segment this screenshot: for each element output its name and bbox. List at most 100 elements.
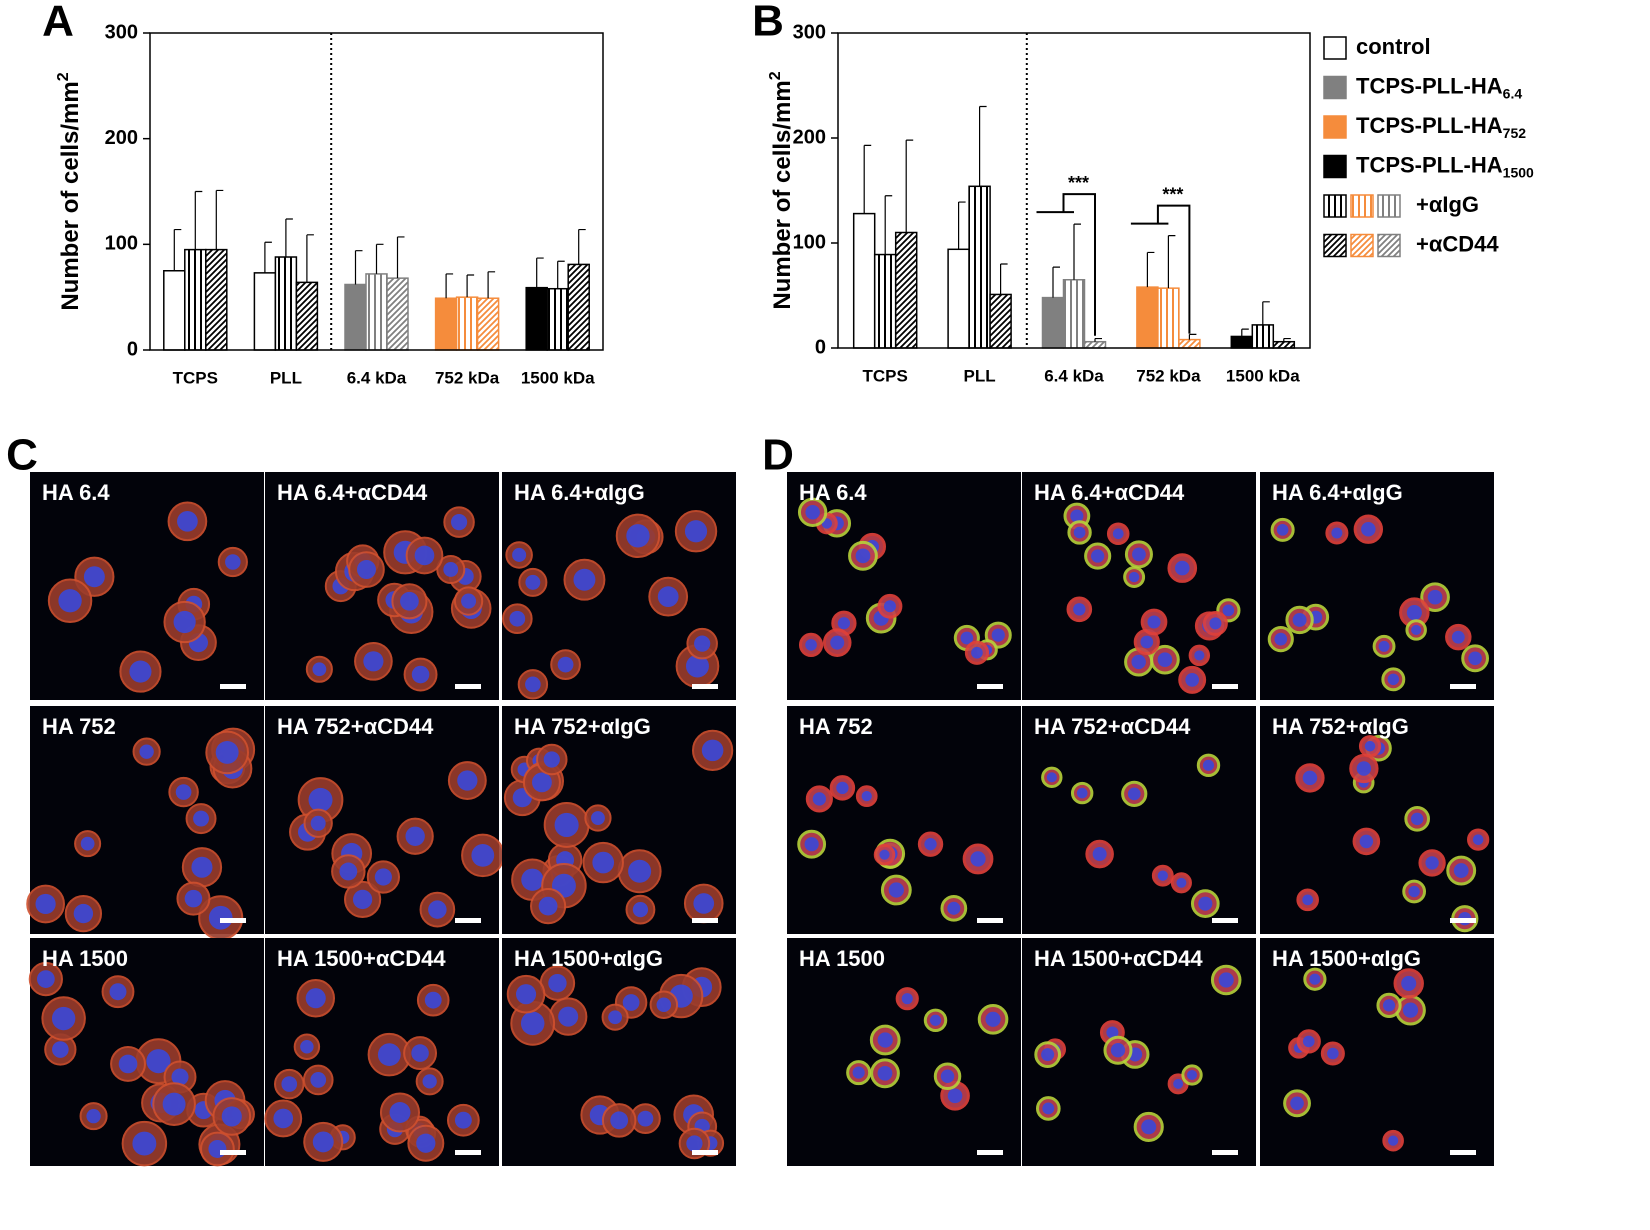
bar (1272, 340, 1296, 349)
nucleus (86, 1108, 101, 1124)
nucleus (208, 1139, 227, 1158)
micrograph-label: HA 6.4 (799, 480, 867, 505)
micrograph-label: HA 752+αIgG (514, 714, 651, 739)
error-bar (557, 260, 565, 289)
nucleus (1472, 834, 1484, 845)
scale-bar (455, 684, 481, 689)
nucleus (1451, 630, 1465, 644)
nucleus (51, 1006, 76, 1031)
nucleus (656, 997, 672, 1013)
nucleus (901, 993, 913, 1005)
scale-bar (977, 684, 1003, 689)
nucleus (1218, 972, 1234, 988)
x-tick-label: TCPS (173, 368, 218, 387)
nucleus (805, 639, 817, 651)
y-axis-label-text: Number of cells/mm (57, 81, 84, 310)
nucleus (36, 970, 55, 988)
nucleus (83, 566, 105, 588)
bar (1178, 338, 1201, 349)
nucleus (1092, 847, 1107, 862)
nucleus (1070, 509, 1084, 523)
nucleus (129, 660, 152, 683)
nucleus (1364, 740, 1376, 752)
micrograph-label: HA 1500+αCD44 (1034, 946, 1203, 971)
nucleus (684, 520, 708, 543)
error-bar (1073, 223, 1081, 280)
nucleus (1157, 652, 1173, 667)
nucleus (1106, 1026, 1119, 1039)
nucleus (428, 900, 447, 919)
nucleus (685, 654, 709, 678)
nucleus (879, 849, 890, 860)
nucleus (1276, 524, 1289, 536)
bar (968, 185, 991, 349)
nucleus (804, 837, 819, 852)
bar (525, 286, 548, 351)
nucleus (411, 665, 430, 684)
legend-sub: 6.4 (1503, 85, 1523, 101)
nucleus (352, 889, 373, 910)
nucleus (308, 787, 333, 812)
scale-bar (977, 918, 1003, 923)
micrograph-label: HA 1500+αIgG (514, 946, 663, 971)
nucleus (73, 903, 94, 924)
bar (1041, 296, 1065, 349)
nucleus (389, 1102, 411, 1123)
nucleus (1141, 1119, 1157, 1135)
micrograph-label: HA 6.4+αIgG (1272, 480, 1403, 505)
error-bar (1241, 328, 1249, 337)
nucleus (363, 651, 384, 672)
error-bar (396, 236, 405, 279)
bar (365, 273, 388, 351)
y-axis-label-sup: 2 (55, 72, 72, 81)
legend-swatch (1323, 115, 1347, 139)
nucleus (1388, 1135, 1399, 1146)
micrograph-label: HA 752 (42, 714, 116, 739)
scale-bar (692, 684, 718, 689)
legend-text: TCPS-PLL-HA (1356, 152, 1503, 177)
nucleus (80, 836, 95, 851)
legend-swatch (1323, 233, 1347, 258)
nucleus (1198, 896, 1213, 911)
x-tick-label: 752 kDa (435, 368, 500, 387)
nucleus (35, 893, 56, 915)
nucleus (686, 1135, 703, 1152)
error-bar (1146, 251, 1155, 288)
nucleus (208, 905, 233, 930)
bar (1251, 324, 1275, 349)
error-bar (863, 144, 872, 214)
nucleus (947, 901, 961, 915)
nucleus (184, 889, 203, 908)
nucleus (947, 1088, 963, 1104)
error-bar (285, 218, 293, 258)
nucleus (1222, 604, 1235, 617)
bar (205, 248, 228, 351)
nucleus (1128, 571, 1140, 583)
nucleus (424, 991, 442, 1009)
nucleus (339, 862, 358, 881)
legend-swatch (1323, 36, 1347, 60)
nucleus (400, 591, 419, 611)
bar (873, 253, 897, 349)
micrograph-label: HA 1500+αCD44 (277, 946, 446, 971)
legend-label: TCPS-PLL-HA6.4 (1356, 73, 1522, 101)
nucleus (1382, 999, 1396, 1012)
nucleus (1091, 549, 1105, 563)
legend-label: TCPS-PLL-HA752 (1356, 113, 1526, 141)
x-tick-label: 6.4 kDa (347, 368, 407, 387)
nucleus (512, 547, 527, 562)
nucleus (1202, 759, 1215, 771)
nucleus (1194, 650, 1205, 661)
error-bar (487, 271, 496, 299)
nucleus (1046, 772, 1057, 783)
nucleus (215, 740, 239, 764)
nucleus (1073, 603, 1086, 616)
panel-label: A (42, 0, 74, 46)
micrograph-label: HA 1500+αIgG (1272, 946, 1421, 971)
nucleus (1410, 812, 1424, 826)
bar (476, 297, 500, 351)
bar (1157, 287, 1180, 349)
micrograph-label: HA 1500 (799, 946, 885, 971)
